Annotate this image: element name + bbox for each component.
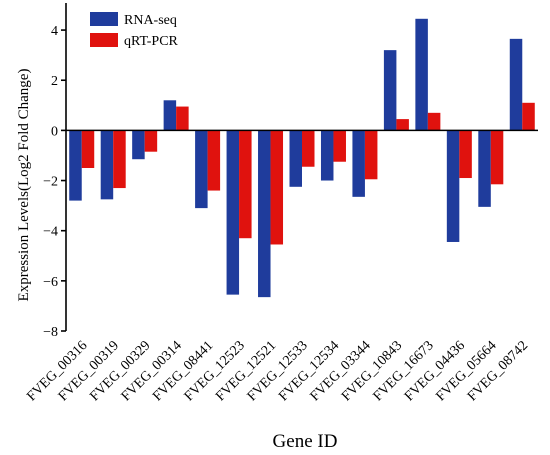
bar-qrt-pcr-fveg-12523	[239, 130, 252, 239]
bar-rna-seq-fveg-03344	[352, 130, 365, 197]
bar-qrt-pcr-fveg-08742	[522, 102, 535, 131]
bar-rna-seq-fveg-04436	[446, 130, 460, 242]
bar-rna-seq-fveg-00319	[100, 130, 114, 200]
bar-rna-seq-fveg-00329	[132, 130, 145, 160]
bar-rna-seq-fveg-12534	[320, 130, 334, 181]
x-axis-tick-labels: FVEG_00316FVEG_00319FVEG_00329FVEG_00314…	[24, 338, 531, 404]
y-tick-label: −2	[43, 175, 58, 190]
bar-rna-seq-fveg-12523	[226, 130, 240, 295]
bar-qrt-pcr-fveg-12521	[270, 130, 284, 245]
y-axis-title: Expression Levels(Log2 Fold Change)	[16, 69, 32, 302]
bar-qrt-pcr-fveg-00329	[144, 130, 158, 152]
bar-rna-seq-fveg-08742	[509, 38, 523, 131]
bar-qrt-pcr-fveg-00316	[81, 130, 95, 168]
bar-qrt-pcr-fveg-03344	[364, 130, 378, 180]
y-tick-label: −8	[43, 325, 58, 340]
bar-qrt-pcr-fveg-00319	[113, 130, 126, 189]
bar-qrt-pcr-fveg-12533	[302, 130, 315, 167]
bar-qrt-pcr-fveg-16673	[427, 112, 441, 131]
y-tick-label: 0	[51, 124, 58, 139]
bar-rna-seq-fveg-12521	[258, 130, 271, 298]
y-tick-label: −6	[43, 275, 58, 290]
bar-rna-seq-fveg-10843	[383, 50, 397, 131]
bar-rna-seq-fveg-08441	[195, 130, 208, 209]
bar-qrt-pcr-fveg-04436	[459, 130, 472, 179]
y-tick-label: 2	[51, 74, 58, 89]
bar-qrt-pcr-fveg-08441	[207, 130, 221, 191]
bar-rna-seq-fveg-16673	[415, 18, 428, 131]
bar-rna-seq-fveg-00316	[69, 130, 82, 201]
legend-label-qrt-pcr: qRT-PCR	[124, 34, 179, 49]
legend-swatch-rna-seq	[90, 12, 118, 26]
y-tick-label: 4	[51, 24, 58, 39]
bar-qrt-pcr-fveg-10843	[396, 119, 409, 131]
bar-qrt-pcr-fveg-00314	[176, 106, 189, 131]
bar-rna-seq-fveg-12533	[289, 130, 302, 187]
bar-rna-seq-fveg-00314	[163, 100, 177, 131]
legend: RNA-seq qRT-PCR	[90, 12, 179, 49]
y-axis-ticks: −8 −6 −4 −2 0 2 4	[43, 24, 66, 340]
y-tick-label: −4	[43, 225, 58, 240]
legend-label-rna-seq: RNA-seq	[124, 13, 177, 28]
bar-qrt-pcr-fveg-05664	[490, 130, 504, 185]
bar-qrt-pcr-fveg-12534	[333, 130, 346, 162]
x-axis-title: Gene ID	[273, 431, 338, 452]
legend-swatch-qrt-pcr	[90, 33, 118, 47]
bar-rna-seq-fveg-05664	[478, 130, 491, 207]
bars-layer	[69, 18, 535, 298]
